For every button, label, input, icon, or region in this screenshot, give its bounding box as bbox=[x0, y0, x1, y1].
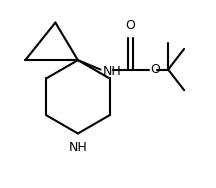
Text: NH: NH bbox=[102, 65, 121, 78]
Text: NH: NH bbox=[68, 141, 87, 154]
Text: O: O bbox=[150, 63, 160, 76]
Text: O: O bbox=[126, 19, 135, 32]
